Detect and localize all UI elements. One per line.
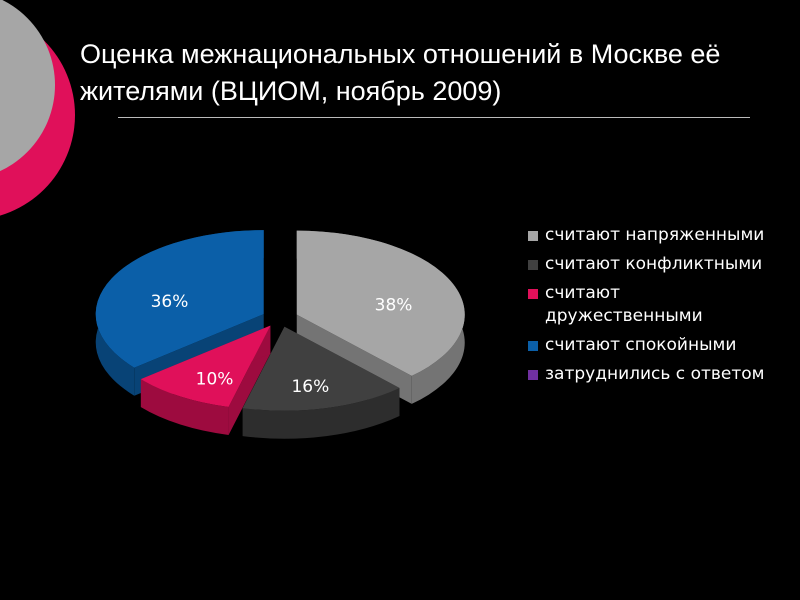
data-label: 10% [196, 370, 234, 390]
chart-title: Оценка межнациональных отношений в Москв… [80, 39, 721, 106]
legend-swatch [528, 289, 538, 299]
legend-label: затруднились с ответом [545, 364, 765, 384]
data-label: 16% [291, 377, 329, 397]
legend-item: затруднились с ответом [528, 363, 778, 386]
legend: считают напряженными считают конфликтными… [528, 224, 778, 392]
legend-swatch [528, 370, 538, 380]
data-label: 36% [151, 292, 189, 312]
slice [242, 326, 400, 411]
decor-circle [0, 0, 55, 172]
legend-item: считают напряженными [528, 224, 778, 247]
slice-side [140, 379, 229, 435]
pie: 38% 16% 10% 36% [95, 230, 465, 439]
legend-item: считают спокойными [528, 334, 778, 357]
legend-swatch [528, 260, 538, 270]
slice [296, 230, 465, 376]
legend-swatch [528, 341, 538, 351]
legend-item: считают дружественными [528, 282, 778, 328]
slice-side [242, 387, 400, 439]
legend-label: считают конфликтными [545, 254, 763, 274]
data-label: 38% [375, 296, 413, 316]
legend-swatch [528, 231, 538, 241]
legend-item: считают конфликтными [528, 253, 778, 276]
slice [95, 230, 264, 368]
legend-label: считают напряженными [545, 225, 765, 245]
title-rule [118, 117, 750, 118]
legend-label: считают спокойными [545, 335, 737, 355]
legend-label: считают дружественными [545, 283, 703, 326]
slice [140, 325, 271, 407]
